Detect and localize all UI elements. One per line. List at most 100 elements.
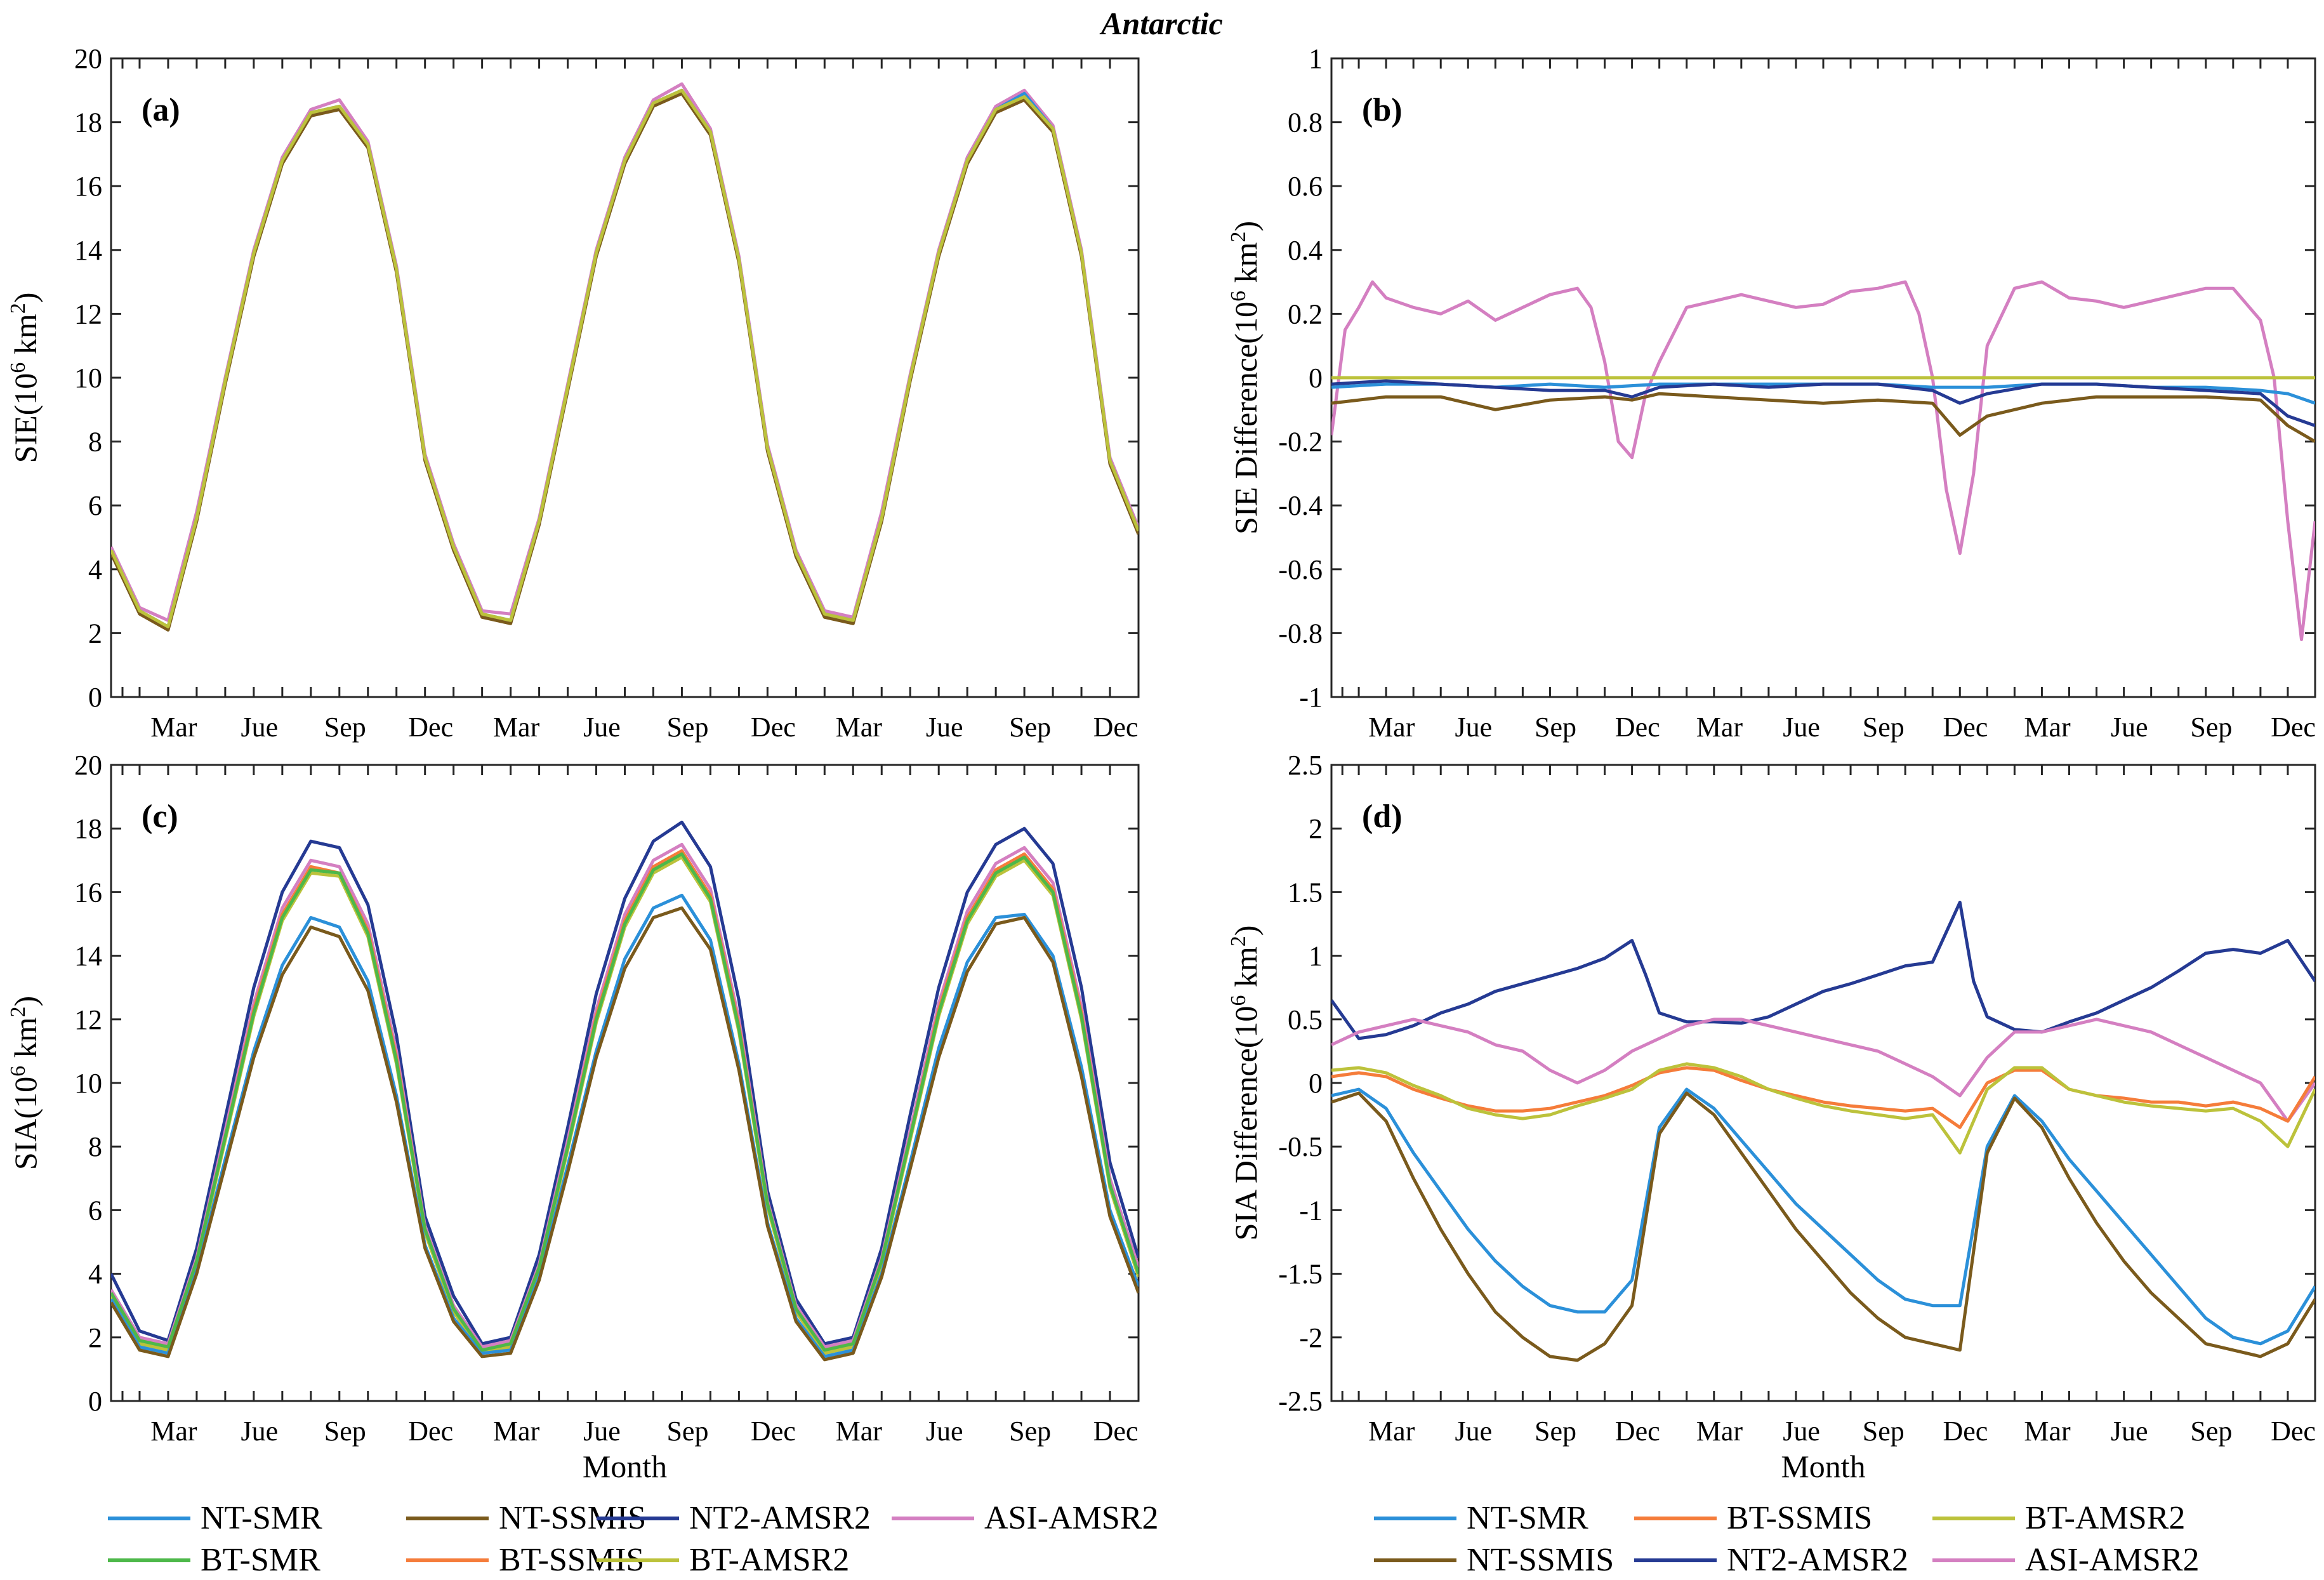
- x-tick-label: Dec: [408, 712, 453, 743]
- y-tick-label: 0: [1309, 1068, 1323, 1099]
- y-axis-label-part: 6: [6, 1066, 30, 1077]
- y-tick-label: -1: [1299, 1195, 1323, 1226]
- y-tick-label: 0: [88, 682, 102, 713]
- y-tick-label: 1: [1309, 941, 1323, 972]
- y-tick-label: 20: [74, 43, 102, 74]
- x-tick-label: Sep: [1863, 1416, 1905, 1447]
- legend-item-asi-amsr2: ASI-AMSR2: [1932, 1541, 2200, 1579]
- y-tick-label: 12: [74, 1004, 102, 1035]
- y-axis-label: SIE Difference(106 km2): [1227, 221, 1264, 534]
- x-tick-label: Jue: [1455, 1416, 1493, 1447]
- legend-item-nt-smr: NT-SMR: [1374, 1499, 1588, 1537]
- y-tick-label: -1: [1299, 682, 1323, 713]
- x-tick-label: Sep: [1863, 712, 1905, 743]
- x-tick-label: Sep: [2190, 712, 2232, 743]
- y-axis-label-part: 2: [6, 1007, 30, 1018]
- panel-label: (a): [142, 92, 180, 128]
- y-tick-label: -2.5: [1278, 1386, 1323, 1417]
- plot-frame: [110, 764, 1140, 1402]
- legend-swatch: [1374, 1558, 1456, 1562]
- x-tick-label: Mar: [836, 1416, 883, 1447]
- x-tick-label: Dec: [1943, 712, 1988, 743]
- legend-label: NT2-AMSR2: [689, 1500, 871, 1536]
- x-tick-label: Sep: [2190, 1416, 2232, 1447]
- y-tick-label: 4: [88, 554, 102, 585]
- legend-item-bt-smr: BT-SMR: [108, 1541, 320, 1579]
- y-tick-label: 0: [88, 1386, 102, 1417]
- y-axis-label-part: ): [1228, 221, 1264, 232]
- y-axis-label-part: SIA Difference(10: [1228, 1006, 1264, 1241]
- y-tick-label: -0.4: [1278, 490, 1323, 521]
- x-tick-label: Mar: [150, 712, 197, 743]
- legend-label: BT-AMSR2: [689, 1542, 850, 1578]
- y-tick-label: 2: [1309, 813, 1323, 844]
- legend-label: BT-SMR: [201, 1542, 320, 1578]
- y-tick-label: 6: [88, 490, 102, 521]
- x-tick-label: Mar: [1696, 712, 1743, 743]
- y-tick-label: -0.6: [1278, 554, 1323, 585]
- x-tick-label: Jue: [241, 712, 279, 743]
- series-line-nt-smr: [111, 893, 1139, 1358]
- series-line-nt2-amsr2: [1331, 900, 2315, 1040]
- legend-label: NT-SMR: [201, 1500, 322, 1536]
- y-tick-label: 2: [88, 618, 102, 649]
- legend-item-nt-smr: NT-SMR: [108, 1499, 322, 1537]
- y-axis-label: SIE(106 km2): [6, 293, 44, 463]
- series-line-nt2-amsr2: [111, 820, 1139, 1346]
- series-line-asi-amsr2: [1331, 280, 2315, 641]
- y-tick-label: 0: [1309, 362, 1323, 394]
- x-tick-label: Mar: [1368, 712, 1415, 743]
- series-line-nt-ssmis: [111, 91, 1139, 632]
- series-line-nt-smr: [111, 88, 1139, 628]
- x-tick-label: Mar: [2024, 712, 2071, 743]
- x-tick-label: Jue: [1783, 712, 1820, 743]
- legend-item-nt-ssmis: NT-SSMIS: [1374, 1541, 1614, 1579]
- x-tick-label: Dec: [1093, 712, 1139, 743]
- legend-label: NT-SMR: [1467, 1500, 1588, 1536]
- x-tick-label: Mar: [150, 1416, 197, 1447]
- x-tick-label: Dec: [1615, 1416, 1660, 1447]
- x-tick-label: Sep: [1009, 712, 1051, 743]
- y-tick-label: 10: [74, 1068, 102, 1099]
- panel-label: (c): [142, 799, 178, 835]
- x-tick-label: Jue: [2111, 712, 2148, 743]
- series-line-asi-amsr2: [1331, 1018, 2315, 1123]
- series-line-bt-amsr2: [111, 88, 1139, 628]
- legend-swatch: [108, 1516, 190, 1520]
- legend-item-nt2-amsr2: NT2-AMSR2: [597, 1499, 871, 1537]
- y-tick-label: 14: [74, 235, 102, 266]
- series-line-asi-amsr2: [111, 842, 1139, 1349]
- y-tick-label: 16: [74, 877, 102, 908]
- legend-swatch: [1634, 1558, 1717, 1562]
- y-tick-label: 14: [74, 941, 102, 972]
- x-tick-label: Sep: [1535, 1416, 1576, 1447]
- y-tick-label: -2: [1299, 1322, 1323, 1353]
- y-axis-label-part: ): [1228, 926, 1264, 936]
- y-tick-label: 10: [74, 362, 102, 394]
- y-tick-label: 12: [74, 298, 102, 329]
- y-tick-label: 20: [74, 750, 102, 781]
- y-tick-label: -0.2: [1278, 427, 1323, 458]
- x-tick-label: Jue: [583, 712, 621, 743]
- y-tick-label: 2.5: [1288, 750, 1323, 781]
- series-line-bt-amsr2: [111, 855, 1139, 1355]
- series-line-nt-ssmis: [1331, 392, 2315, 443]
- y-axis-label-part: 2: [1227, 232, 1250, 242]
- y-tick-label: 1.5: [1288, 877, 1323, 908]
- legend-item-bt-ssmis: BT-SSMIS: [1634, 1499, 1872, 1537]
- legend-label: NT-SSMIS: [1467, 1542, 1614, 1578]
- x-tick-label: Dec: [1615, 712, 1660, 743]
- y-tick-label: 2: [88, 1322, 102, 1353]
- x-tick-label: Sep: [1535, 712, 1576, 743]
- x-axis-label: Month: [1781, 1449, 1865, 1484]
- x-tick-label: Dec: [751, 712, 796, 743]
- y-axis-label-part: 2: [1227, 936, 1250, 946]
- x-tick-label: Mar: [493, 712, 540, 743]
- x-tick-label: Dec: [408, 1416, 453, 1447]
- x-tick-label: Mar: [493, 1416, 540, 1447]
- panel-c: 0 2 4 6 8 10 12 14 16 18 20 Mar Jue Sep Dec Mar Jue Sep De…: [6, 750, 1140, 1484]
- y-axis-label-part: 2: [6, 303, 30, 314]
- x-tick-label: Mar: [836, 712, 883, 743]
- y-axis-label-part: ): [8, 293, 43, 303]
